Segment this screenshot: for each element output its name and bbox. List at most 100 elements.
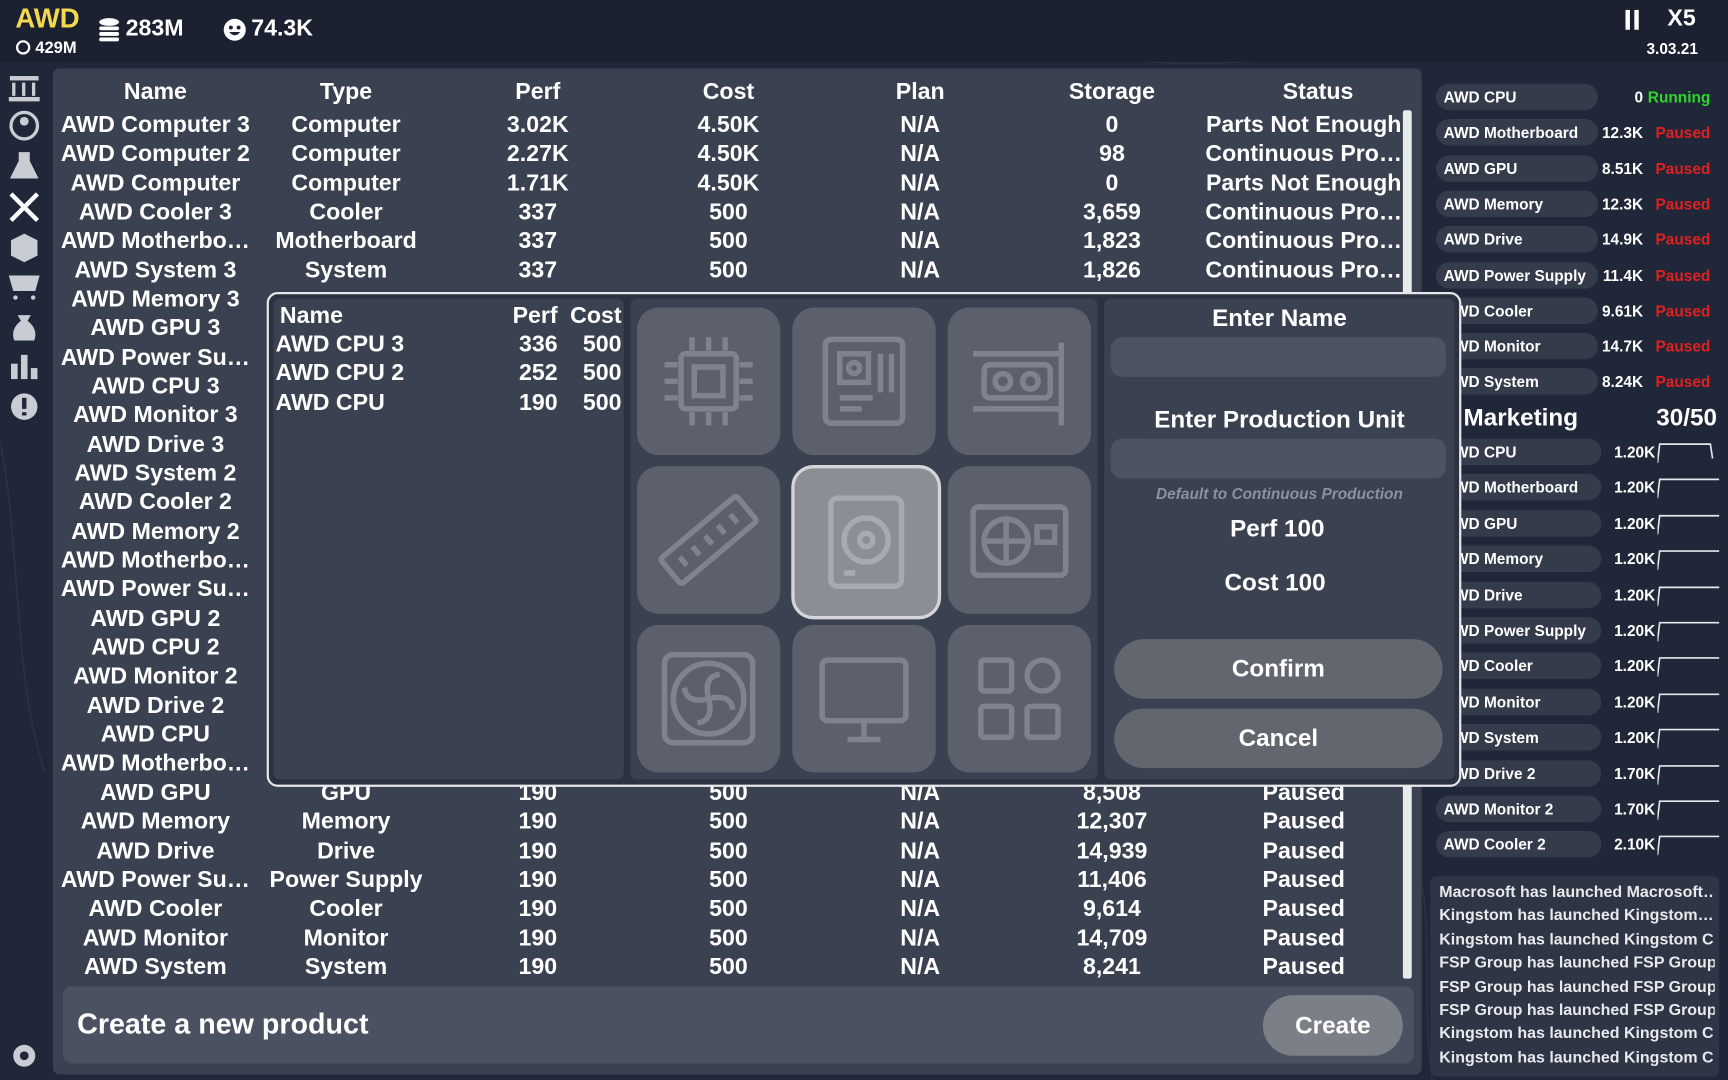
production-pill[interactable] bbox=[1435, 368, 1598, 395]
marketing-pill[interactable] bbox=[1435, 581, 1602, 608]
product-name[interactable]: AWD GPU 3 bbox=[90, 315, 221, 341]
marketing-pill[interactable] bbox=[1435, 545, 1602, 573]
production-pill[interactable] bbox=[1435, 261, 1598, 289]
marketing-name[interactable]: AWD Monitor bbox=[1443, 692, 1541, 711]
product-name[interactable]: AWD Memory bbox=[80, 809, 230, 835]
category-cpu[interactable] bbox=[636, 307, 781, 456]
product-name[interactable]: AWD Memory 2 bbox=[71, 518, 240, 545]
nav-tools[interactable] bbox=[9, 192, 40, 222]
product-name[interactable]: AWD Cooler 2 bbox=[78, 489, 232, 516]
product-name[interactable]: AWD Computer bbox=[70, 170, 241, 196]
category-cooler[interactable] bbox=[636, 624, 781, 773]
marketing-pill[interactable] bbox=[1435, 724, 1602, 751]
nav-stats[interactable] bbox=[11, 354, 38, 380]
production-pill[interactable] bbox=[1435, 119, 1598, 146]
product-name[interactable]: AWD Memory 3 bbox=[71, 286, 240, 312]
create-button[interactable]: Create bbox=[1262, 995, 1403, 1056]
nav-alerts[interactable] bbox=[11, 393, 38, 420]
production-pill[interactable] bbox=[1435, 83, 1598, 111]
marketing-name[interactable]: AWD Monitor 2 bbox=[1443, 800, 1554, 818]
product-name[interactable]: AWD Drive 2 bbox=[86, 692, 225, 719]
unit-input[interactable] bbox=[1110, 438, 1446, 479]
part-cell[interactable]: AWD CPU 3 bbox=[275, 331, 405, 358]
production-name[interactable]: AWD Monitor bbox=[1443, 337, 1541, 355]
product-name[interactable]: AWD Motherbo… bbox=[60, 751, 250, 777]
product-name[interactable]: AWD Motherbo… bbox=[60, 228, 250, 254]
production-name[interactable]: AWD Memory bbox=[1443, 194, 1544, 213]
part-cell[interactable]: AWD CPU 2 bbox=[275, 360, 405, 387]
category-motherboard[interactable] bbox=[792, 307, 936, 456]
marketing-pill[interactable] bbox=[1435, 795, 1602, 823]
product-name[interactable]: AWD Cooler 3 bbox=[78, 199, 232, 225]
production-name[interactable]: AWD CPU bbox=[1443, 88, 1517, 106]
production-pill[interactable] bbox=[1435, 226, 1598, 253]
product-name[interactable]: AWD CPU 3 bbox=[91, 373, 220, 399]
production-pill[interactable] bbox=[1435, 297, 1598, 324]
part-cell[interactable]: AWD CPU bbox=[275, 389, 385, 416]
marketing-name[interactable]: AWD GPU bbox=[1443, 514, 1518, 533]
product-name[interactable]: AWD CPU 2 bbox=[91, 634, 220, 661]
marketing-name[interactable]: AWD Drive bbox=[1443, 585, 1523, 604]
nav-people[interactable] bbox=[9, 110, 40, 141]
category-gpu[interactable] bbox=[947, 307, 1092, 456]
product-name[interactable]: AWD Drive bbox=[96, 838, 215, 864]
name-input[interactable] bbox=[1110, 337, 1446, 377]
product-name[interactable]: AWD System bbox=[83, 954, 227, 980]
category-memory[interactable] bbox=[636, 466, 781, 614]
product-name[interactable]: AWD Monitor 2 bbox=[73, 663, 238, 690]
marketing-name[interactable]: AWD Memory bbox=[1443, 550, 1544, 568]
marketing-pill[interactable] bbox=[1435, 474, 1602, 501]
marketing-name[interactable]: AWD Power Supply bbox=[1443, 621, 1586, 640]
production-name[interactable]: AWD GPU bbox=[1443, 159, 1518, 177]
marketing-name[interactable]: AWD CPU bbox=[1443, 443, 1517, 461]
product-name[interactable]: AWD Monitor 3 bbox=[73, 402, 238, 429]
confirm-button[interactable]: Confirm bbox=[1114, 639, 1443, 699]
nav-settings[interactable] bbox=[13, 1044, 36, 1067]
marketing-pill[interactable] bbox=[1435, 617, 1602, 644]
production-name[interactable]: AWD Motherboard bbox=[1443, 123, 1579, 142]
product-name[interactable]: AWD GPU 2 bbox=[90, 605, 221, 632]
marketing-pill[interactable] bbox=[1435, 831, 1602, 858]
marketing-name[interactable]: AWD Cooler bbox=[1443, 657, 1533, 675]
product-name[interactable]: AWD Computer 3 bbox=[60, 112, 250, 138]
category-power-supply[interactable] bbox=[947, 466, 1092, 614]
nav-research[interactable] bbox=[9, 152, 39, 179]
category-drive-selected[interactable] bbox=[791, 465, 942, 620]
product-name[interactable]: AWD Drive 3 bbox=[86, 431, 225, 458]
production-name[interactable]: AWD Drive bbox=[1443, 230, 1523, 249]
product-name[interactable]: AWD Computer 2 bbox=[60, 141, 250, 167]
product-name[interactable]: AWD Cooler bbox=[88, 896, 223, 922]
product-name[interactable]: AWD GPU bbox=[100, 780, 211, 806]
product-name[interactable]: AWD Power Su… bbox=[60, 576, 250, 603]
marketing-name[interactable]: AWD Cooler 2 bbox=[1443, 835, 1546, 854]
nav-store[interactable] bbox=[8, 275, 40, 300]
product-name[interactable]: AWD Motherbo… bbox=[60, 547, 250, 574]
product-name[interactable]: AWD System 2 bbox=[74, 460, 237, 487]
cancel-button[interactable]: Cancel bbox=[1114, 708, 1443, 769]
production-pill[interactable] bbox=[1435, 154, 1598, 182]
nav-bank[interactable] bbox=[8, 76, 40, 102]
production-pill[interactable] bbox=[1435, 332, 1598, 360]
marketing-name[interactable]: AWD Drive 2 bbox=[1443, 764, 1536, 783]
category-system[interactable] bbox=[947, 624, 1092, 773]
marketing-pill[interactable] bbox=[1435, 510, 1602, 537]
nav-finance[interactable] bbox=[13, 315, 36, 341]
speed[interactable]: X5 bbox=[1667, 5, 1696, 31]
marketing-pill[interactable] bbox=[1435, 652, 1602, 680]
production-pill[interactable] bbox=[1435, 190, 1598, 217]
product-name[interactable]: AWD System 3 bbox=[74, 257, 237, 283]
production-name[interactable]: AWD System bbox=[1443, 372, 1539, 391]
nav-products[interactable] bbox=[11, 233, 38, 263]
marketing-name[interactable]: AWD Motherboard bbox=[1443, 478, 1579, 497]
product-name[interactable]: AWD Monitor bbox=[82, 925, 229, 951]
product-name[interactable]: AWD Power Su… bbox=[60, 867, 250, 893]
production-name[interactable]: AWD Cooler bbox=[1443, 301, 1533, 320]
category-monitor[interactable] bbox=[792, 624, 936, 773]
pause-button[interactable] bbox=[1623, 9, 1641, 31]
production-name[interactable]: AWD Power Supply bbox=[1443, 266, 1586, 284]
marketing-name[interactable]: AWD System bbox=[1443, 728, 1539, 747]
marketing-pill[interactable] bbox=[1435, 688, 1602, 716]
marketing-pill[interactable] bbox=[1435, 759, 1602, 787]
product-name[interactable]: AWD Power Su… bbox=[60, 344, 250, 370]
marketing-pill[interactable] bbox=[1435, 438, 1602, 466]
